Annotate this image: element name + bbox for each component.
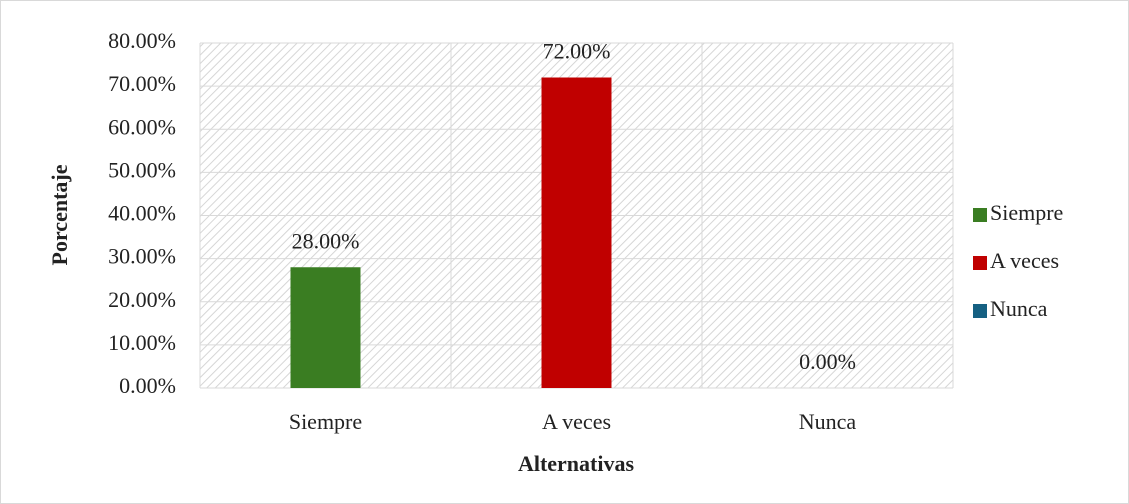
y-tick-label: 0.00% — [119, 373, 176, 398]
data-label: 0.00% — [799, 349, 856, 374]
data-label: 72.00% — [543, 39, 611, 64]
bar — [290, 267, 361, 388]
legend-label: A veces — [990, 248, 1059, 273]
x-tick-label: Nunca — [799, 409, 857, 434]
y-tick-label: 80.00% — [108, 28, 176, 53]
x-tick-label: A veces — [542, 409, 611, 434]
y-tick-label: 20.00% — [108, 287, 176, 312]
y-tick-label: 50.00% — [108, 157, 176, 182]
bar — [541, 77, 612, 388]
y-tick-label: 30.00% — [108, 244, 176, 269]
y-tick-label: 70.00% — [108, 71, 176, 96]
data-label: 28.00% — [292, 228, 360, 253]
y-axis-title: Porcentaje — [47, 164, 72, 265]
legend-swatch — [973, 256, 987, 270]
x-axis-title: Alternativas — [518, 451, 635, 476]
y-tick-label: 40.00% — [108, 201, 176, 226]
y-tick-label: 60.00% — [108, 114, 176, 139]
y-tick-label: 10.00% — [108, 330, 176, 355]
x-tick-label: Siempre — [289, 409, 362, 434]
legend-swatch — [973, 208, 987, 222]
legend-swatch — [973, 304, 987, 318]
legend-label: Nunca — [990, 296, 1048, 321]
legend-label: Siempre — [990, 200, 1063, 225]
